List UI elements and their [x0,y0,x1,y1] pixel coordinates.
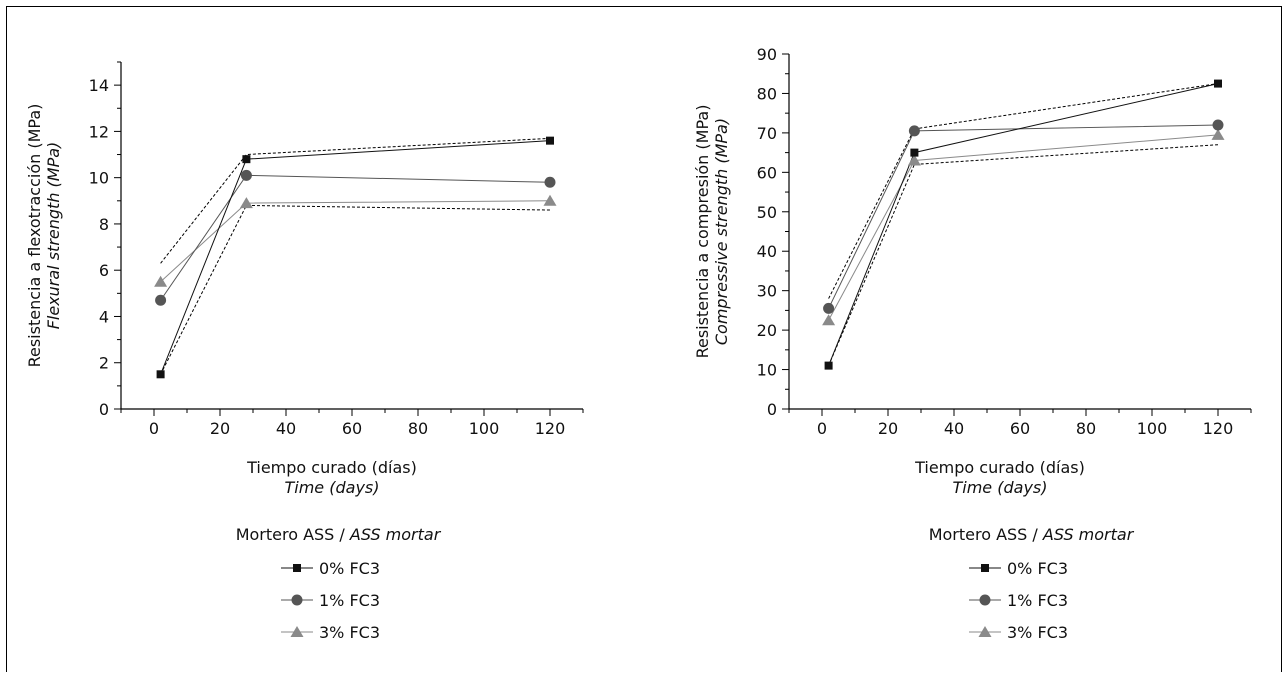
legend-title-es: Mortero ASS / [236,525,350,544]
y-tick-label: 6 [99,261,109,280]
data-point [908,125,920,137]
x-axis-label: Tiempo curado (días) [914,458,1085,477]
legend-title: Mortero ASS / ASS mortar [236,525,442,544]
legend-marker [291,594,303,606]
envelope-upper-line [828,83,1219,299]
x-tick-label: 20 [878,419,898,438]
envelope-lower-line [160,204,551,375]
x-tick-label: 0 [149,419,159,438]
legend-entry-label: 1% FC3 [319,591,380,610]
legend-title-es: Mortero ASS / [929,525,1043,544]
data-point [823,302,835,314]
x-tick-label: 60 [342,419,362,438]
legend-title-en: ASS mortar [1042,525,1135,544]
data-point [546,136,554,145]
x-tick-label: 20 [210,419,230,438]
data-point [156,370,165,379]
x-axis-label-en: Time (days) [285,478,380,497]
chart-panel-1: 0 20 40 60 80 100 120 0 2 4 6 8 10 12 14 Resistencia a … [25,61,584,642]
envelope-upper-line [160,137,551,264]
y-tick-label: 10 [89,169,109,188]
data-point [543,194,557,206]
x-tick-label: 100 [469,419,500,438]
y-tick-label: 30 [757,282,777,301]
series-line-0fc3 [160,140,551,375]
x-tick-label: 40 [944,419,964,438]
legend-title: Mortero ASS / ASS mortar [929,525,1135,544]
envelope-lower-line [828,144,1219,366]
x-axis-label: Tiempo curado (días) [246,458,417,477]
y-axis-label: Resistencia a flexotracción (MPa) [25,104,44,368]
series-line-1fc3 [828,124,1219,309]
legend-entry-label: 0% FC3 [1007,559,1068,578]
y-tick-label: 4 [99,307,109,326]
data-point [154,275,168,287]
y-tick-label: 12 [89,122,109,141]
data-point [1214,79,1222,88]
data-point [824,361,833,370]
x-tick-label: 80 [408,419,428,438]
legend-marker [978,626,992,637]
series-line-3fc3 [828,134,1219,321]
legend-marker [293,564,301,572]
data-point [907,154,921,166]
data-point [822,314,836,326]
series-line-1fc3 [160,174,551,301]
y-tick-label: 14 [89,76,109,95]
x-tick-label: 0 [817,419,827,438]
data-point [240,169,252,181]
legend-entry-label: 3% FC3 [1007,623,1068,642]
y-tick-label: 8 [99,215,109,234]
data-point [1211,128,1225,140]
x-tick-label: 40 [276,419,296,438]
x-tick-label: 80 [1076,419,1096,438]
legend-marker [290,626,304,637]
y-axis-label: Resistencia a compresión (MPa) [693,105,712,359]
data-point [910,148,919,157]
legend-title-en: ASS mortar [349,525,442,544]
legend-entry-label: 0% FC3 [319,559,380,578]
y-tick-label: 70 [757,124,777,143]
y-tick-label: 40 [757,242,777,261]
legend-entry-label: 1% FC3 [1007,591,1068,610]
y-tick-label: 60 [757,163,777,182]
y-tick-label: 20 [757,321,777,340]
y-tick-label: 80 [757,84,777,103]
y-tick-label: 2 [99,354,109,373]
data-point [155,294,167,306]
x-tick-label: 120 [1203,419,1234,438]
figure-frame [6,6,1282,672]
y-tick-label: 90 [757,45,777,64]
legend-entry-label: 3% FC3 [319,623,380,642]
x-tick-label: 100 [1137,419,1168,438]
chart-panel-2: 0 20 40 60 80 100 120 0 10 20 30 40 50 60 70 80 90 Resist… [693,45,1252,642]
data-point [1212,119,1224,131]
legend-marker [979,594,991,606]
y-tick-label: 50 [757,203,777,222]
data-point [239,197,253,209]
legend-marker [981,564,989,572]
x-tick-label: 60 [1010,419,1030,438]
y-tick-label: 0 [767,400,777,419]
data-point [544,176,556,188]
data-point [242,155,251,164]
y-tick-label: 0 [99,400,109,419]
x-tick-label: 120 [535,419,566,438]
y-axis-label-en: Flexural strength (MPa) [44,142,63,330]
y-axis-label-en: Compressive strength (MPa) [712,118,731,345]
x-axis-label-en: Time (days) [953,478,1048,497]
y-tick-label: 10 [757,361,777,380]
series-line-3fc3 [160,200,551,283]
